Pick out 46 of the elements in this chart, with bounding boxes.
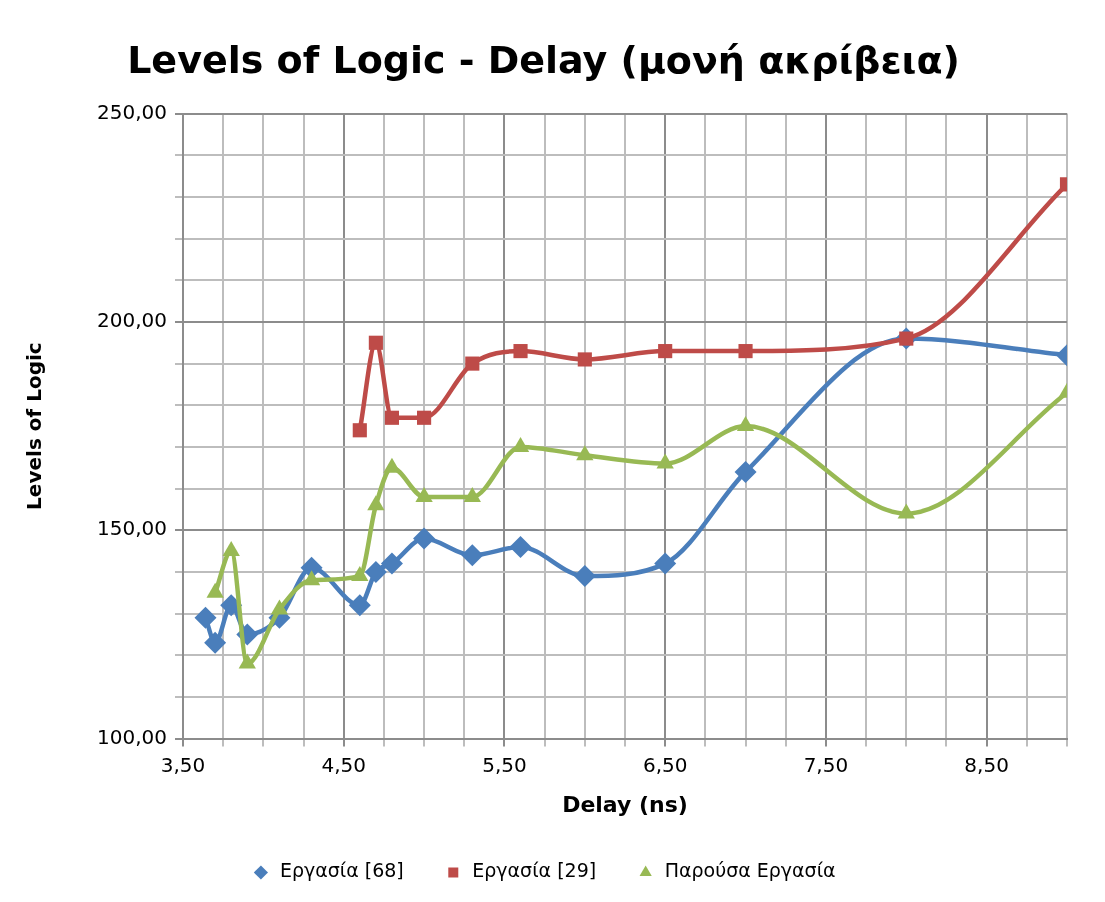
x-tick-label: 8,50 <box>964 752 1009 777</box>
point <box>194 606 217 629</box>
point <box>734 460 757 483</box>
point <box>573 565 596 588</box>
point <box>380 552 403 575</box>
point <box>413 527 436 550</box>
point <box>238 653 256 669</box>
point <box>204 631 227 654</box>
point <box>509 535 532 558</box>
point <box>513 344 528 359</box>
point <box>654 552 677 575</box>
y-tick-label: 250,00 <box>97 99 167 124</box>
chart-title: Levels of Logic - Delay (μονή ακρίβεια) <box>127 37 960 82</box>
point <box>270 599 289 615</box>
point <box>348 594 371 617</box>
point <box>222 541 240 557</box>
x-axis-title: Delay (ns) <box>562 791 688 817</box>
x-tick-label: 6,50 <box>642 752 688 777</box>
point <box>461 544 484 567</box>
x-tick-label: 4,50 <box>321 752 366 777</box>
y-tick-label: 100,00 <box>97 724 167 749</box>
point <box>577 352 592 367</box>
point <box>352 423 367 438</box>
point <box>368 335 383 350</box>
y-tick-label: 200,00 <box>97 308 167 333</box>
x-tick-label: 5,50 <box>482 752 527 777</box>
point <box>658 344 673 359</box>
point <box>576 445 594 461</box>
point <box>302 570 321 586</box>
legend-label: Παρούσα Εργασία <box>664 859 836 882</box>
y-axis-title: Levels of Logic <box>22 342 47 510</box>
x-tick-label: 7,50 <box>803 752 849 777</box>
point <box>384 410 400 425</box>
point <box>206 582 224 598</box>
point <box>417 410 432 425</box>
x-tick-label: 3,50 <box>160 752 206 777</box>
y-tick-label: 150,00 <box>97 516 167 541</box>
point <box>465 356 480 371</box>
point <box>364 560 387 583</box>
legend-label: Εργασία [68] <box>279 859 404 882</box>
point <box>367 495 385 511</box>
point <box>738 344 753 359</box>
point <box>351 566 369 582</box>
point <box>736 416 755 432</box>
point <box>897 503 915 519</box>
legend-label: Εργασία [29] <box>472 859 597 882</box>
